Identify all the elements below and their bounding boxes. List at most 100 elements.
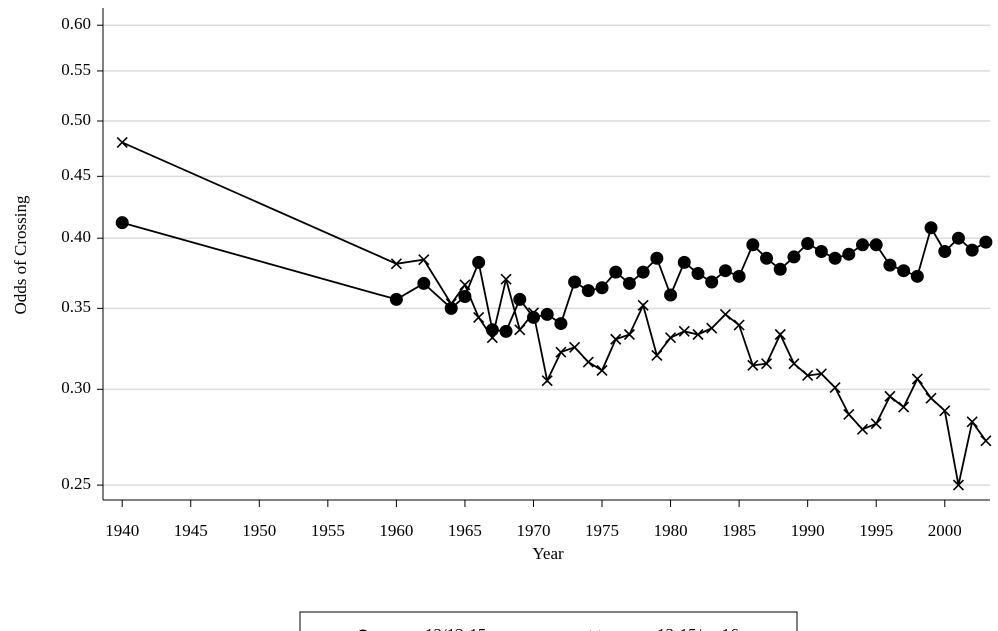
marker <box>622 276 636 290</box>
marker <box>802 369 814 382</box>
x-tick-label: 1990 <box>791 521 825 540</box>
marker <box>444 301 458 315</box>
y-tick-label: 0.45 <box>61 165 91 184</box>
marker <box>925 392 937 404</box>
marker <box>623 328 636 341</box>
marker <box>705 275 719 289</box>
marker <box>568 275 582 289</box>
marker <box>390 258 402 270</box>
marker <box>773 262 787 276</box>
marker <box>459 279 471 291</box>
x-tick-label: 1985 <box>722 521 756 540</box>
marker <box>554 317 568 331</box>
marker <box>980 435 992 447</box>
marker <box>884 390 896 402</box>
marker <box>473 311 485 323</box>
marker <box>869 238 883 252</box>
y-tick-label: 0.35 <box>61 297 91 316</box>
marker <box>595 281 609 295</box>
x-tick-label: 1950 <box>242 521 276 540</box>
y-tick-label: 0.55 <box>61 60 91 79</box>
marker <box>527 307 540 319</box>
x-tick-label: 1980 <box>654 521 688 540</box>
x-tick-label: 1965 <box>448 521 482 540</box>
x-tick-label: 1970 <box>516 521 550 540</box>
marker <box>541 375 553 387</box>
marker <box>787 250 801 264</box>
x-tick-label: 2000 <box>928 521 962 540</box>
marker <box>499 324 513 338</box>
marker <box>116 136 128 149</box>
marker <box>747 359 759 371</box>
y-tick-label: 0.50 <box>61 110 91 129</box>
marker <box>596 364 608 376</box>
marker <box>540 307 554 321</box>
x-tick-label: 1955 <box>311 521 345 540</box>
marker <box>472 255 486 269</box>
marker <box>843 408 855 420</box>
marker <box>760 358 773 370</box>
marker <box>897 264 911 278</box>
marker <box>677 255 691 269</box>
marker <box>706 322 718 334</box>
marker <box>951 231 965 245</box>
x-tick-label: 1960 <box>379 521 413 540</box>
marker <box>801 236 815 250</box>
marker <box>692 328 704 341</box>
marker <box>500 273 512 285</box>
marker <box>555 346 567 358</box>
marker <box>719 308 731 320</box>
marker <box>760 251 774 265</box>
marker <box>733 319 745 331</box>
x-tick-label: 1995 <box>859 521 893 540</box>
marker <box>910 269 924 283</box>
marker <box>842 247 856 261</box>
marker <box>774 328 786 341</box>
marker <box>636 265 650 279</box>
marker <box>718 264 732 278</box>
marker <box>939 405 951 417</box>
marker <box>788 358 800 370</box>
marker <box>417 276 431 290</box>
y-tick-label: 0.60 <box>61 14 91 33</box>
marker <box>581 284 595 298</box>
marker <box>445 298 457 310</box>
marker <box>746 238 760 252</box>
legend-label: 12/13-15 <box>425 625 486 631</box>
marker <box>486 332 498 344</box>
marker <box>979 235 993 249</box>
x-axis-label: Year <box>532 544 564 563</box>
legend-label: 13-15/ge 16 <box>657 625 739 631</box>
marker <box>856 238 870 252</box>
x-tick-label: 1975 <box>585 521 619 540</box>
marker <box>829 382 841 394</box>
marker <box>610 333 622 345</box>
marker <box>938 245 952 259</box>
marker <box>883 258 897 272</box>
marker <box>952 479 965 491</box>
marker <box>966 416 978 428</box>
marker <box>582 356 594 368</box>
marker <box>664 288 678 302</box>
marker <box>814 245 828 259</box>
marker <box>637 299 649 311</box>
marker <box>898 401 910 413</box>
x-tick-label: 1940 <box>105 521 139 540</box>
legend: 12/13-15 13-15/ge 16 <box>299 611 798 631</box>
marker <box>911 373 923 385</box>
marker <box>732 269 746 283</box>
marker <box>115 216 129 230</box>
marker <box>856 423 869 435</box>
marker <box>526 310 540 324</box>
x-tick-label: 1945 <box>174 521 208 540</box>
marker <box>965 243 979 257</box>
marker <box>924 221 938 235</box>
marker <box>665 332 677 344</box>
y-tick-label: 0.25 <box>61 474 91 493</box>
marker <box>691 267 705 281</box>
marker <box>650 251 664 265</box>
marker <box>870 418 882 430</box>
marker <box>651 349 663 361</box>
